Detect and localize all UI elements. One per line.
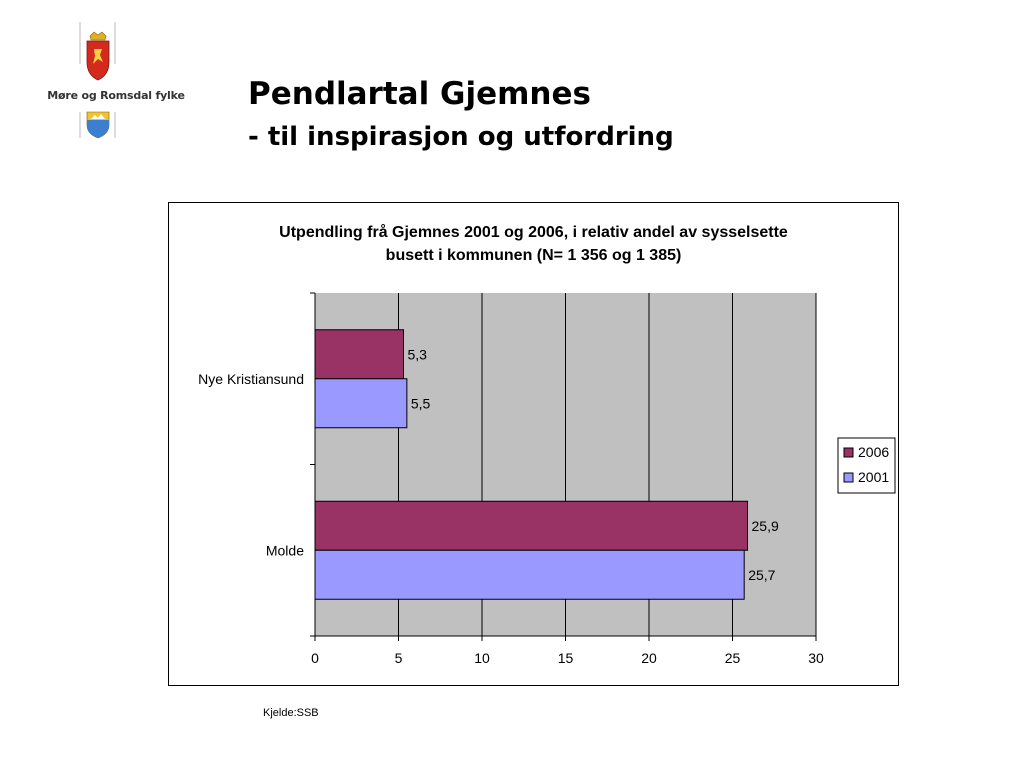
data-label: 25,7	[748, 567, 775, 583]
data-label: 5,3	[408, 346, 428, 362]
chart-title-line-1: Utpendling frå Gjemnes 2001 og 2006, i r…	[279, 224, 788, 241]
x-tick-label: 5	[395, 650, 403, 666]
legend-swatch-2006	[843, 447, 854, 458]
category-label: Nye Kristiansund	[198, 371, 304, 387]
category-label: Molde	[266, 542, 304, 558]
bar-chart: 5,3 5,5 Nye Kristiansund 25,9 25,7 Molde 0 5 10 1…	[198, 292, 896, 666]
bar-2001-1	[314, 549, 745, 600]
x-tick-label: 20	[641, 650, 657, 666]
x-tick-label: 25	[725, 650, 741, 666]
bar-2006-1	[314, 500, 749, 551]
chart-frame: Utpendling frå Gjemnes 2001 og 2006, i r…	[168, 202, 899, 686]
legend-label-2001: 2001	[858, 469, 889, 485]
x-tick-label: 10	[474, 650, 490, 666]
chart-title: Utpendling frå Gjemnes 2001 og 2006, i r…	[169, 221, 898, 267]
legend-label-2006: 2006	[858, 444, 889, 460]
x-tick-label: 15	[558, 650, 574, 666]
source-note: Kjelde:SSB	[263, 707, 319, 719]
county-logo: Møre og Romsdal fylke	[28, 22, 185, 142]
legend-swatch-2001	[843, 472, 854, 483]
data-label: 25,9	[752, 518, 779, 534]
chart-title-line-2: busett i kommunen (N= 1 356 og 1 385)	[385, 247, 682, 264]
page-title: Pendlartal Gjemnes	[248, 76, 591, 112]
x-tick-label: 30	[808, 650, 824, 666]
county-shield-icon	[86, 111, 110, 139]
org-name: Møre og Romsdal fylke	[47, 89, 185, 102]
coat-of-arms-icon	[86, 31, 110, 81]
page-subtitle: - til inspirasjon og utfordring	[248, 122, 674, 152]
bar-2001-0	[314, 378, 408, 429]
data-label: 5,5	[411, 395, 431, 411]
legend	[837, 437, 896, 494]
bar-2006-0	[314, 329, 405, 380]
x-tick-label: 0	[311, 650, 319, 666]
